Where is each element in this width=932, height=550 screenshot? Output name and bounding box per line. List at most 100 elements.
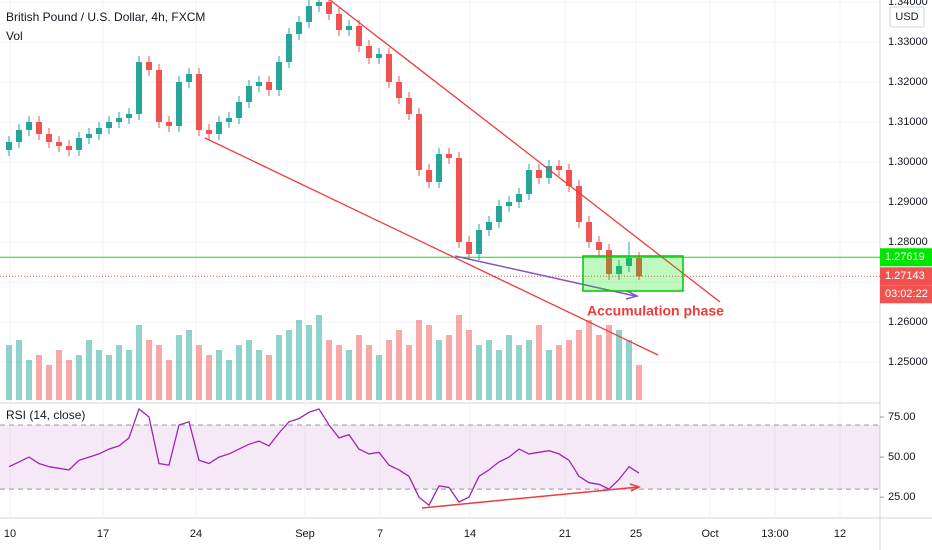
trendline-lower [204, 137, 659, 356]
volume-bar [6, 345, 12, 400]
countdown-box [880, 285, 932, 304]
trendline-upper [329, 0, 721, 303]
currency-box [889, 6, 925, 28]
x-tick-label: 21 [559, 528, 571, 540]
candle-body [526, 170, 532, 194]
x-tick-label: 14 [464, 528, 476, 540]
volume-bar [106, 355, 112, 400]
candle-body [36, 122, 42, 134]
volume-bar [256, 350, 262, 400]
volume-bar [606, 325, 612, 400]
candle-body [416, 114, 422, 170]
candle-body [406, 98, 412, 114]
volume-bar [406, 345, 412, 400]
volume-bar [616, 330, 622, 400]
candle-body [546, 166, 552, 178]
volume-bar [286, 330, 292, 400]
volume-bar [296, 320, 302, 400]
candle-body [506, 202, 512, 206]
candle-body [616, 266, 622, 274]
volume-bar [246, 340, 252, 400]
candle-body [176, 82, 182, 126]
rsi-label: RSI (14, close) [6, 408, 85, 422]
candle-body [306, 6, 312, 22]
candle-body [556, 166, 562, 170]
candle-body [156, 70, 162, 122]
volume-bar [96, 350, 102, 400]
volume-label: Vol [6, 29, 23, 43]
volume-bar [416, 320, 422, 400]
volume-bar [226, 360, 232, 400]
volume-bar [26, 360, 32, 400]
volume-bar [16, 340, 22, 400]
volume-bar [336, 345, 342, 400]
candle-body [636, 258, 642, 277]
x-tick-label: 10 [4, 528, 16, 540]
candle-body [236, 102, 242, 118]
volume-bar [86, 340, 92, 400]
candle-body [566, 170, 572, 186]
x-tick-label: Oct [701, 528, 718, 540]
x-tick-label: 17 [97, 528, 109, 540]
volume-bar [546, 350, 552, 400]
candle-body [296, 22, 302, 34]
y-tick-label: 1.28000 [888, 236, 928, 248]
volume-bar [196, 345, 202, 400]
price-tag [880, 267, 932, 286]
candle-body [396, 82, 402, 98]
candle-body [446, 154, 452, 158]
candle-body [246, 86, 252, 102]
candle-body [266, 82, 272, 90]
volume-bar [396, 330, 402, 400]
volume-bar [386, 340, 392, 400]
volume-bar [216, 350, 222, 400]
volume-bar [56, 350, 62, 400]
countdown: 03:02:22 [885, 288, 928, 300]
x-tick-label: 12 [834, 528, 846, 540]
volume-bar [266, 355, 272, 400]
candle-body [436, 154, 442, 182]
volume-bar [136, 325, 142, 400]
volume-bar [476, 345, 482, 400]
volume-bar [426, 325, 432, 400]
volume-bar [236, 345, 242, 400]
volume-bar [566, 340, 572, 400]
candle-body [486, 222, 492, 230]
volume-bar [76, 355, 82, 400]
volume-bar [636, 365, 642, 400]
volume-bar [486, 340, 492, 400]
candle-body [276, 62, 282, 90]
y-tick-label: 1.31000 [888, 116, 928, 128]
candle-body [476, 230, 482, 254]
candle-body [256, 82, 262, 86]
candle-body [76, 138, 82, 150]
volume-bar [366, 345, 372, 400]
candle-body [596, 242, 602, 250]
candle-body [576, 186, 582, 222]
annotation: Accumulation phase [587, 303, 724, 319]
volume-bar [276, 335, 282, 400]
candle-body [116, 118, 122, 122]
candle-body [516, 194, 522, 202]
candle-body [56, 142, 62, 146]
candle-body [66, 146, 72, 150]
volume-bar [466, 330, 472, 400]
volume-bar [206, 355, 212, 400]
candle-body [626, 258, 632, 266]
volume-bar [346, 350, 352, 400]
candle-body [606, 250, 612, 274]
candle-body [356, 26, 362, 46]
volume-bar [446, 335, 452, 400]
price-tag-label: 1.27143 [885, 270, 925, 282]
rsi-tick-label: 75.00 [888, 411, 916, 423]
rsi-tick-label: 25.00 [888, 491, 916, 503]
candle-body [336, 14, 342, 30]
volume-bar [186, 330, 192, 400]
volume-bar [126, 350, 132, 400]
candle-body [106, 122, 112, 128]
candle-body [146, 62, 152, 70]
candle-body [166, 122, 172, 126]
